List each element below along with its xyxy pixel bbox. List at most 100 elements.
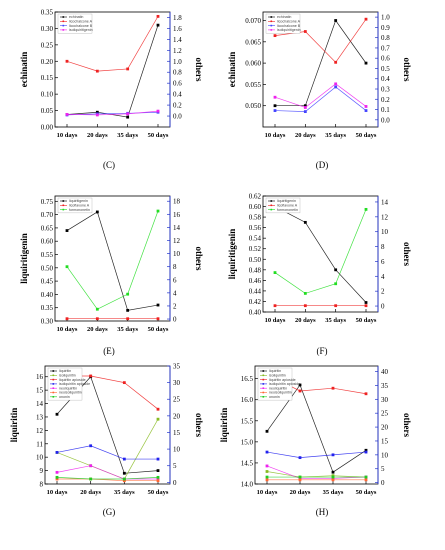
data-point	[95, 113, 99, 117]
data-point	[364, 475, 368, 479]
data-point	[55, 470, 59, 474]
data-point	[303, 110, 307, 113]
right-tick-label: 0.0	[381, 116, 390, 124]
data-point	[265, 429, 269, 433]
legend-box	[57, 13, 93, 34]
x-tick-label: 35 days	[114, 489, 135, 496]
left-tick-label: 0.56	[249, 224, 262, 232]
right-tick-label: 0	[173, 316, 177, 324]
data-point	[303, 106, 307, 109]
chart-panel-5: 8 9 10 11 12 13 14 15 16 0 5 10 15 20 25 30 35 10 days 20 …	[9, 363, 204, 518]
x-tick-label: 35 days	[325, 317, 346, 324]
data-point	[298, 389, 302, 393]
data-point	[89, 374, 93, 378]
data-point	[126, 115, 130, 119]
data-point	[156, 209, 160, 213]
chart-panel-1: 0.00 0.05 0.10 0.15 0.20 0.25 0.30 0.35 0.0 0.2 0.…	[19, 9, 204, 171]
legend-entry: liquiritigenin	[277, 199, 296, 203]
data-point	[95, 69, 99, 73]
data-point	[55, 477, 59, 481]
data-point	[156, 109, 160, 113]
left-tick-label: 0.62	[249, 193, 262, 201]
data-point	[334, 82, 338, 86]
data-point	[334, 304, 338, 308]
y-axis-label-right: others	[402, 242, 412, 266]
left-tick-label: 15	[36, 387, 44, 395]
right-tick-label: 15	[173, 429, 181, 437]
left-tick-label: 15.0	[241, 438, 254, 446]
right-tick-label: 0	[173, 479, 177, 487]
x-tick-label: 50 days	[148, 326, 169, 333]
x-tick-label: 35 days	[117, 132, 138, 139]
right-tick-label: 20	[381, 424, 389, 432]
left-tick-label: 12	[36, 427, 44, 435]
left-tick-label: 0.55	[41, 251, 54, 259]
left-tick-label: 0.60	[249, 203, 262, 211]
legend-marker	[62, 200, 65, 202]
right-tick-label: 0.9	[381, 24, 390, 32]
data-point	[95, 307, 99, 311]
data-point	[303, 104, 307, 108]
x-tick-label: 10 days	[265, 132, 286, 139]
legend-marker	[262, 374, 265, 377]
right-tick-label: 12	[173, 237, 181, 245]
x-tick-label: 10 days	[257, 489, 278, 496]
legend-marker	[262, 387, 265, 389]
series-line-5	[56, 465, 158, 480]
legend-marker	[262, 391, 265, 394]
series-line-7	[56, 477, 159, 480]
left-tick-label: 0.65	[41, 224, 54, 232]
data-point	[334, 268, 338, 272]
left-tick-label: 0.46	[249, 277, 262, 285]
y-axis-label-right: others	[194, 413, 204, 437]
right-tick-label: 0.4	[173, 91, 182, 99]
right-tick-label: 5	[173, 462, 177, 470]
legend-entry: neoisoliquiritin	[59, 391, 82, 395]
right-tick-label: 1.6	[173, 25, 182, 33]
data-point	[334, 282, 338, 286]
data-point	[303, 304, 307, 308]
legend-entry: liquiritin apioside	[59, 378, 86, 382]
series-line-1	[266, 384, 367, 473]
left-tick-label: 0.42	[249, 298, 262, 306]
right-tick-label: 0.8	[173, 69, 182, 77]
right-tick-label: 2	[173, 302, 177, 310]
panel-label: (D)	[316, 160, 329, 170]
left-tick-label: 0.30	[41, 25, 54, 33]
series-line-3	[66, 210, 159, 310]
data-point	[331, 478, 335, 482]
legend-entry: licoflavone A	[277, 204, 298, 208]
right-tick-label: 5	[381, 465, 385, 473]
left-tick-label: 15.5	[241, 417, 254, 425]
data-point	[156, 23, 160, 27]
right-tick-label: 35	[381, 382, 389, 390]
x-tick-label: 35 days	[325, 132, 346, 139]
panel-label: (F)	[317, 346, 328, 356]
data-point	[156, 317, 160, 321]
data-point	[95, 210, 99, 214]
data-point	[334, 60, 338, 64]
data-point	[156, 407, 160, 411]
data-point	[95, 110, 99, 114]
x-tick-label: 20 days	[87, 132, 108, 139]
left-tick-label: 14	[36, 400, 44, 408]
data-point	[122, 381, 126, 385]
right-tick-label: 0.8	[381, 34, 390, 42]
series-line-4	[66, 110, 159, 116]
left-tick-label: 16.5	[241, 375, 254, 383]
x-tick-label: 10 days	[57, 326, 78, 333]
data-point	[122, 471, 126, 475]
chart-panel-2: 0.050 0.055 0.060 0.065 0.070 0.0 0.1 0.2 0.3 0.4…	[227, 11, 412, 170]
data-point	[65, 113, 69, 116]
data-point	[303, 220, 307, 224]
data-point	[156, 303, 160, 307]
data-point	[156, 479, 160, 483]
right-tick-label: 20	[173, 412, 181, 420]
right-tick-label: 0.7	[381, 44, 390, 52]
legend-entry: neoliquiritin	[59, 386, 77, 390]
right-tick-label: 4	[173, 289, 177, 297]
data-point	[265, 475, 269, 479]
y-axis-label-left: echinatin	[19, 52, 29, 88]
plot-frame	[54, 195, 171, 322]
right-tick-label: 1.4	[173, 36, 182, 44]
